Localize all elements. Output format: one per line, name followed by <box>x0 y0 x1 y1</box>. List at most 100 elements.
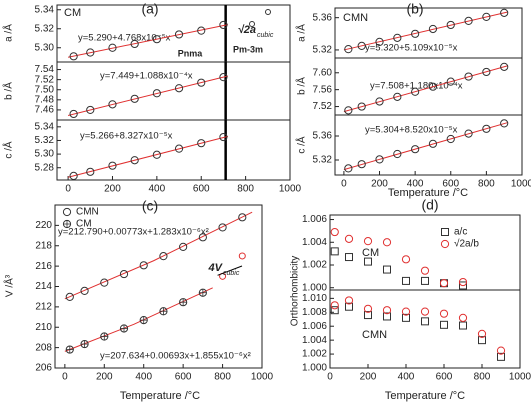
marker-circle <box>464 72 473 81</box>
marker-circle <box>344 164 353 173</box>
fit-line <box>64 211 253 300</box>
marker-circle <box>219 132 228 142</box>
data-point <box>357 160 366 169</box>
marker-circle <box>344 45 353 54</box>
data-point <box>152 35 161 44</box>
data-point <box>363 237 373 246</box>
marker-circle <box>500 8 509 17</box>
data-point <box>478 336 486 345</box>
data-point <box>218 223 227 232</box>
x-tick-label: 400 <box>398 372 415 383</box>
x-tick-label: 400 <box>407 179 424 190</box>
plot-frame <box>329 214 521 291</box>
data-point <box>428 24 438 34</box>
x-axis-label: Temperature /°C <box>388 187 468 199</box>
data-point <box>69 52 78 61</box>
marker-circle <box>130 39 139 49</box>
marker-circle <box>375 155 384 164</box>
data-point <box>198 233 207 242</box>
data-point <box>219 20 228 30</box>
data-point <box>119 269 129 279</box>
legend-label: CMN <box>76 207 99 218</box>
cubic-marker <box>265 9 271 15</box>
marker-circle <box>152 150 161 159</box>
fit-line <box>67 75 228 116</box>
y-tick-label: 1.000 <box>302 363 327 374</box>
data-point <box>446 77 455 86</box>
marker-circle <box>446 134 455 144</box>
fit-equation: y=5.290+4.768x10⁻⁵x <box>78 33 171 44</box>
x-tick-label: 800 <box>478 179 495 190</box>
data-point <box>375 97 384 106</box>
legend-marker <box>62 219 72 229</box>
marker-square <box>440 320 448 329</box>
data-point <box>86 167 95 176</box>
legend-marker <box>440 239 450 249</box>
y-tick-label: 5.32 <box>35 135 55 146</box>
marker-circle <box>382 306 392 315</box>
marker-square <box>364 257 372 266</box>
x-tick-label: 0 <box>65 184 71 195</box>
y-tick-label: 5.36 <box>313 131 333 142</box>
marker-circle <box>363 237 373 246</box>
inner-label: CM <box>64 7 81 19</box>
y-axis-label: a /Å <box>295 24 308 42</box>
data-point <box>458 277 468 287</box>
cubic-subscript: cubic <box>257 32 274 39</box>
data-point <box>459 281 467 290</box>
data-point <box>330 247 339 256</box>
marker-circle <box>80 286 89 295</box>
y-tick-label: 7.46 <box>35 105 55 116</box>
marker-circle <box>411 87 420 96</box>
data-point <box>65 345 74 354</box>
marker-circle <box>219 73 228 82</box>
data-point <box>363 304 373 313</box>
data-point <box>420 266 430 275</box>
y-tick-label: 1.002 <box>302 349 327 360</box>
x-tick-label: 0 <box>341 179 347 190</box>
data-point <box>139 316 148 325</box>
fit-equation: y=5.320+5.109x10⁻⁵x <box>365 43 458 54</box>
fit-equation: y=7.508+1.180x10⁻⁴x <box>370 81 463 92</box>
data-point <box>459 321 467 330</box>
marker-circle <box>357 41 366 51</box>
y-tick-label: 218 <box>35 240 52 251</box>
data-point <box>482 67 491 77</box>
data-point <box>464 72 473 81</box>
data-point <box>130 94 139 103</box>
cubic-subscript: cubic <box>223 270 240 277</box>
y-tick-label: 1.000 <box>302 282 327 293</box>
x-tick-label: 1000 <box>511 179 531 190</box>
data-point <box>174 30 184 39</box>
marker-circle <box>344 234 354 243</box>
data-point <box>197 139 206 148</box>
x-tick-label: 600 <box>442 179 459 190</box>
data-point <box>401 255 411 264</box>
x-tick-label: 200 <box>104 184 121 195</box>
marker-circle <box>219 20 228 30</box>
marker-circle <box>86 105 95 115</box>
data-point <box>464 16 473 26</box>
data-point <box>500 8 509 17</box>
marker-circle <box>139 261 148 270</box>
y-axis-label: c /Å <box>2 141 15 159</box>
y-tick-label: 7.50 <box>35 84 55 95</box>
marker-circle <box>174 84 184 93</box>
x-tick-label: 600 <box>175 372 192 383</box>
y-tick-label: 5.34 <box>35 121 55 132</box>
marker-circle <box>152 89 161 98</box>
data-point <box>197 78 206 87</box>
data-point <box>344 164 353 173</box>
marker-circle <box>401 307 411 316</box>
data-point <box>402 313 410 322</box>
data-point <box>330 306 339 315</box>
marker-square <box>364 311 372 320</box>
marker-circle <box>108 43 117 52</box>
marker-square <box>459 321 467 330</box>
data-point <box>421 276 429 285</box>
marker-circle <box>330 301 339 310</box>
data-point <box>108 43 117 52</box>
data-point <box>496 346 506 355</box>
data-point <box>330 227 339 237</box>
data-point <box>344 106 353 115</box>
